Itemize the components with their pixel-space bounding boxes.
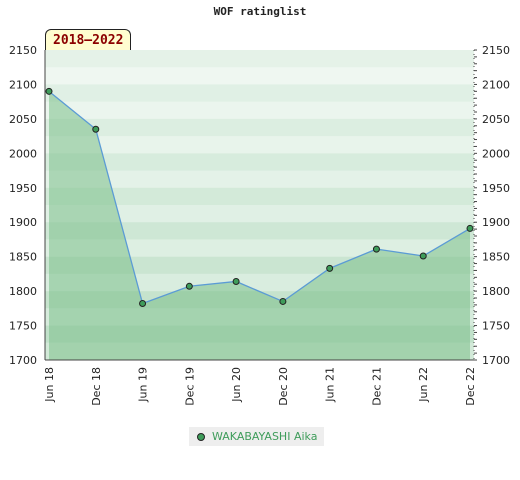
data-point (372, 245, 380, 253)
x-axis-labels: Jun 18 Dec 18 Jun 19 Dec 19 Jun 20 Dec 20 Jun … (43, 367, 477, 406)
axes (44, 49, 477, 361)
background-band (45, 136, 474, 154)
background-band (45, 50, 474, 68)
data-point (232, 277, 240, 285)
right-y-axis-labels: 2150 2100 2050 2000 1950 1900 1850 1800 1750 1700 (482, 44, 510, 367)
background-band (45, 67, 474, 85)
x-tick-label: Dec 21 (370, 367, 383, 406)
y-tick-label-right: 2000 (482, 147, 510, 160)
y-tick-label-left: 2150 (9, 44, 37, 57)
background-band (45, 101, 474, 119)
x-tick-label: Jun 21 (324, 367, 337, 403)
y-tick-label-right: 1850 (482, 251, 510, 264)
y-tick-label-left: 1750 (9, 320, 37, 333)
x-tick-label: Jun 19 (137, 367, 150, 403)
data-point (92, 125, 100, 133)
data-point (279, 297, 287, 305)
y-tick-label-left: 1700 (9, 354, 37, 367)
x-tick-label: Dec 18 (90, 367, 103, 406)
left-y-axis-labels: 2150 2100 2050 2000 1950 1900 1850 1800 1750 1700 (9, 44, 37, 367)
y-tick-label-right: 1950 (482, 182, 510, 195)
data-point (466, 224, 474, 232)
data-point (139, 300, 147, 308)
y-tick-label-left: 1900 (9, 216, 37, 229)
markers (45, 87, 474, 308)
y-tick-label-left: 2100 (9, 78, 37, 91)
legend-marker-icon (197, 432, 205, 441)
series-line (48, 90, 471, 305)
data-point (326, 264, 334, 272)
legend-label: WAKABAYASHI Aika (212, 430, 318, 443)
data-point (45, 87, 53, 95)
background-band (45, 239, 474, 257)
y-tick-label-left: 2000 (9, 147, 37, 160)
x-tick-label: Jun 20 (230, 367, 243, 403)
y-tick-label-left: 1850 (9, 251, 37, 264)
period-badge: 2018–2022 (45, 29, 132, 50)
y-tick-label-right: 1750 (482, 320, 510, 333)
line-layer (48, 90, 471, 305)
y-tick-label-right: 1700 (482, 354, 510, 367)
y-tick-label-left: 1950 (9, 182, 37, 195)
series-area (49, 91, 470, 360)
background-band (45, 84, 474, 102)
x-tick-label: Dec 20 (277, 367, 290, 406)
data-point (419, 252, 427, 260)
y-tick-label-left: 1800 (9, 285, 37, 298)
background-band (45, 205, 474, 223)
y-tick-label-right: 2100 (482, 78, 510, 91)
data-point (185, 282, 193, 290)
background-band (45, 118, 474, 137)
chart-title: WOF ratinglist (213, 5, 307, 18)
area-layer (49, 91, 470, 360)
background-band (45, 170, 474, 188)
x-tick-label: Dec 22 (464, 367, 477, 406)
background-band (45, 153, 474, 171)
y-tick-label-right: 1800 (482, 285, 510, 298)
y-tick-label-right: 1900 (482, 216, 510, 229)
background-band (45, 187, 474, 205)
y-tick-label-right: 2050 (482, 113, 510, 126)
x-tick-label: Dec 19 (183, 367, 196, 406)
x-tick-label: Jun 22 (417, 367, 430, 403)
background-band (45, 222, 474, 240)
y-tick-label-left: 2050 (9, 113, 37, 126)
y-tick-label-right: 2150 (482, 44, 510, 57)
x-tick-label: Jun 18 (43, 367, 56, 403)
legend[interactable]: WAKABAYASHI Aika (189, 427, 325, 446)
